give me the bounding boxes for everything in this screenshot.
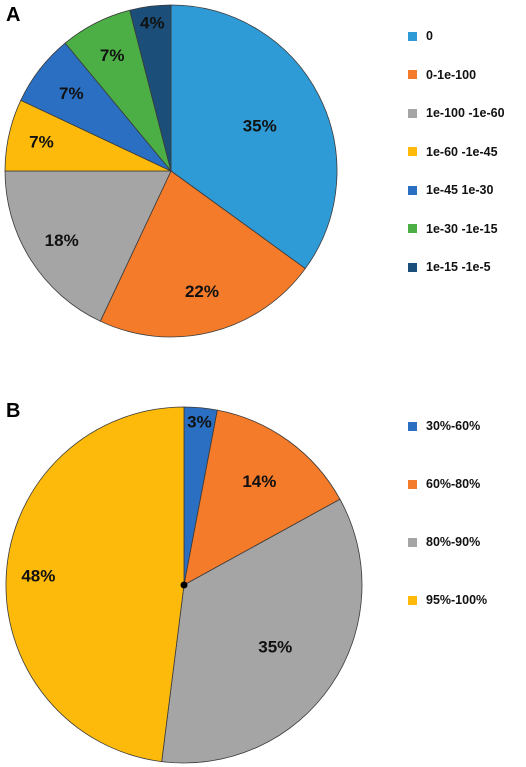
- slice-value-label: 18%: [45, 231, 79, 250]
- legend-item: 1e-30 -1e-15: [408, 222, 498, 236]
- pie-slice: [129, 4, 172, 172]
- legend-label: 60%-80%: [426, 477, 481, 491]
- slice-value-label: 35%: [243, 116, 277, 135]
- pie-chart-b: 3% 14% 35% 48%: [5, 406, 363, 764]
- pie-slice: [5, 406, 185, 763]
- center-dot: [180, 581, 188, 589]
- legend-item: 0-1e-100: [408, 68, 476, 82]
- pie-slice: [161, 498, 363, 764]
- legend-swatch: [408, 70, 417, 79]
- legend-label: 1e-30 -1e-15: [426, 221, 498, 236]
- legend-label: 0-1e-100: [426, 67, 477, 82]
- legend-item: 60%-80%: [408, 477, 480, 491]
- chart-panel-b: B 3% 14% 35% 48% 30%-60% 60%-80% 80%-90% 95%-1…: [0, 395, 526, 767]
- pie-slice: [183, 409, 341, 586]
- pie-chart-a: 35% 22% 18% 7% 7% 7% 4%: [4, 4, 338, 338]
- slice-value-label: 4%: [140, 13, 165, 32]
- slice-value-label: 14%: [242, 472, 276, 491]
- legend-label: 80%-90%: [426, 535, 481, 549]
- panel-label: A: [6, 4, 21, 26]
- pie-slice: [170, 4, 338, 270]
- legend-label: 95%-100%: [426, 593, 488, 607]
- legend-label: 1e-45 1e-30: [426, 183, 494, 197]
- slice-value-label: 7%: [100, 46, 125, 65]
- legend-label: 1e-60 -1e-45: [426, 144, 498, 159]
- legend-item: 30%-60%: [408, 419, 480, 433]
- legend-swatch: [408, 595, 417, 605]
- chart-panel-a: A 35% 22% 18% 7% 7% 7% 4% 0 0-1e-100 1e-100 -1e-…: [0, 0, 526, 370]
- legend-swatch: [408, 185, 417, 195]
- slice-value-label: 48%: [21, 566, 55, 585]
- legend-item: 1e-60 -1e-45: [408, 145, 498, 159]
- legend-swatch: [408, 224, 417, 233]
- legend-item: 95%-100%: [408, 593, 487, 607]
- legend-swatch: [408, 108, 417, 118]
- legend-swatch: [408, 537, 417, 547]
- legend-label: 1e-100 -1e-60: [426, 106, 505, 120]
- legend-label: 30%-60%: [426, 419, 481, 433]
- legend-label: 1e-15 -1e-5: [426, 260, 491, 274]
- slice-value-label: 3%: [187, 412, 212, 431]
- legend-label: 0: [426, 29, 433, 43]
- legend-swatch: [408, 31, 417, 41]
- legend-swatch: [408, 479, 417, 489]
- legend-item: 80%-90%: [408, 535, 480, 549]
- legend-swatch: [408, 262, 417, 272]
- pie-slice: [4, 170, 172, 322]
- legend-item: 1e-15 -1e-5: [408, 260, 491, 274]
- legend-item: 1e-100 -1e-60: [408, 106, 505, 120]
- legend-item: 1e-45 1e-30: [408, 183, 493, 197]
- legend-item: 0: [408, 29, 433, 43]
- legend-swatch: [408, 147, 417, 156]
- panel-label: B: [6, 400, 21, 422]
- legend-swatch: [408, 421, 417, 431]
- slice-value-label: 35%: [258, 638, 292, 657]
- slice-value-label: 7%: [29, 133, 54, 152]
- slice-value-label: 7%: [59, 84, 84, 103]
- slice-value-label: 22%: [185, 282, 219, 301]
